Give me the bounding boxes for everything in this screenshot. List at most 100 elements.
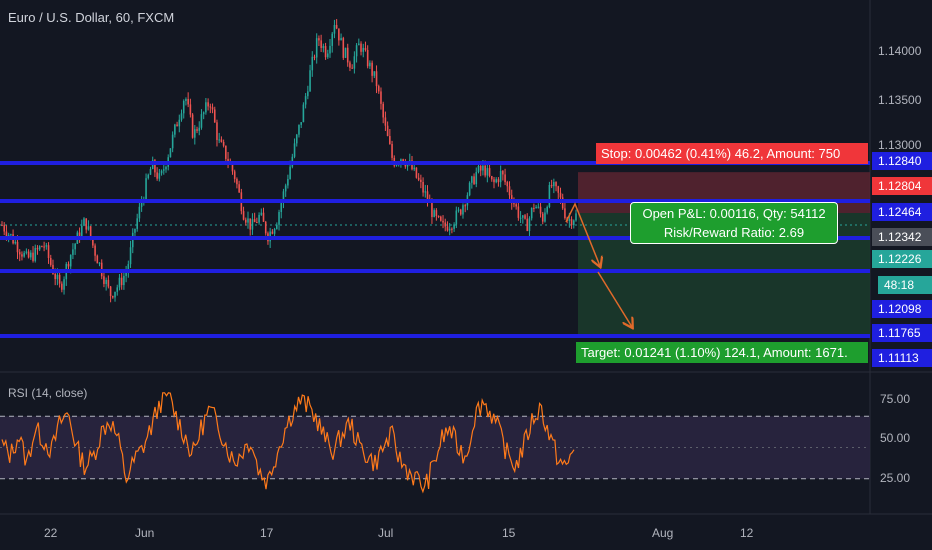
candle-body bbox=[5, 231, 8, 237]
arrow-down-1 bbox=[565, 202, 600, 266]
candle-body bbox=[276, 224, 278, 229]
candle-body bbox=[236, 178, 238, 185]
candle-body bbox=[479, 165, 482, 171]
candle-body bbox=[486, 168, 489, 176]
candle-body bbox=[103, 276, 105, 284]
rsi-tick-label: 50.00 bbox=[880, 431, 911, 445]
candle-body bbox=[575, 213, 577, 221]
candle-body bbox=[326, 53, 329, 58]
candle-body bbox=[83, 218, 85, 226]
candle-body bbox=[36, 247, 39, 250]
candle-body bbox=[346, 47, 349, 63]
candle-body bbox=[386, 125, 389, 137]
candle-body bbox=[530, 207, 533, 219]
candle-body bbox=[129, 247, 132, 265]
candle-body bbox=[502, 170, 504, 175]
candle-body bbox=[98, 262, 101, 264]
candle-body bbox=[43, 246, 45, 248]
candle-body bbox=[572, 220, 575, 226]
price-tick-label: 1.14000 bbox=[878, 44, 922, 58]
candle-body bbox=[389, 136, 391, 144]
candle-body bbox=[358, 43, 360, 46]
candle-body bbox=[318, 38, 320, 41]
candle-body bbox=[114, 291, 116, 298]
candle-body bbox=[202, 112, 205, 115]
candle-body bbox=[517, 206, 520, 218]
candle-body bbox=[298, 124, 300, 135]
target-label[interactable]: Target: 0.01241 (1.10%) 124.1, Amount: 1… bbox=[576, 342, 868, 363]
candle-body bbox=[225, 145, 227, 159]
candle-body bbox=[191, 114, 194, 138]
candle-body bbox=[431, 202, 433, 217]
candle-body bbox=[194, 129, 196, 138]
candle-body bbox=[145, 178, 147, 200]
candle-body bbox=[309, 70, 311, 92]
candle-body bbox=[437, 215, 440, 217]
risk-reward-line: Risk/Reward Ratio: 2.69 bbox=[663, 225, 805, 240]
candle-body bbox=[149, 169, 152, 175]
candle-body bbox=[555, 182, 557, 187]
price-tag-countdown: 48:18 bbox=[878, 276, 932, 294]
candle-body bbox=[333, 24, 336, 34]
candle-body bbox=[176, 124, 178, 127]
candle-body bbox=[3, 225, 6, 232]
price-tick-label: 1.13500 bbox=[878, 93, 922, 107]
pnl-line: Open P&L: 0.00116, Qty: 54112 bbox=[642, 206, 826, 221]
time-tick-label: 15 bbox=[502, 526, 516, 540]
candle-body bbox=[471, 176, 473, 183]
candle-body bbox=[557, 186, 560, 193]
symbol-title[interactable]: Euro / U.S. Dollar, 60, FXCM bbox=[8, 10, 175, 25]
candle-body bbox=[10, 234, 12, 236]
candle-body bbox=[109, 286, 112, 297]
candle-body bbox=[136, 218, 138, 229]
candle-body bbox=[457, 209, 460, 211]
candle-body bbox=[426, 191, 429, 202]
candle-body bbox=[18, 252, 21, 255]
candle-body bbox=[451, 228, 453, 230]
candle-body bbox=[420, 179, 422, 183]
candle-body bbox=[96, 255, 99, 264]
candle-body bbox=[568, 219, 571, 221]
candle-body bbox=[522, 215, 524, 218]
rsi-tick-label: 75.00 bbox=[880, 392, 911, 406]
candle-body bbox=[209, 106, 212, 108]
candle-body bbox=[25, 251, 28, 253]
candle-body bbox=[344, 47, 347, 58]
stop-label[interactable]: Stop: 0.00462 (0.41%) 46.2, Amount: 750 bbox=[596, 143, 868, 164]
candle-body bbox=[165, 166, 167, 170]
time-tick-label: 22 bbox=[44, 526, 58, 540]
candle-body bbox=[537, 206, 540, 208]
candle-body bbox=[174, 124, 176, 135]
candle-body bbox=[324, 46, 327, 58]
candle-body bbox=[198, 127, 201, 131]
open-pnl-box[interactable]: Open P&L: 0.00116, Qty: 54112 Risk/Rewar… bbox=[630, 202, 838, 244]
candle-body bbox=[528, 218, 531, 231]
candle-body bbox=[338, 28, 340, 41]
candle-body bbox=[251, 219, 254, 230]
candle-body bbox=[433, 210, 435, 217]
candle-body bbox=[544, 212, 546, 222]
candle-body bbox=[120, 277, 123, 286]
candle-body bbox=[289, 166, 291, 180]
candle-body bbox=[54, 273, 56, 280]
candle-body bbox=[360, 43, 362, 52]
candle-body bbox=[180, 113, 183, 120]
candle-body bbox=[32, 252, 34, 261]
candle-body bbox=[89, 226, 92, 239]
candle-body bbox=[482, 165, 484, 171]
candle-body bbox=[422, 182, 424, 193]
candle-body bbox=[30, 252, 32, 258]
candle-body bbox=[366, 50, 369, 67]
candle-body bbox=[189, 104, 192, 115]
rsi-indicator-title[interactable]: RSI (14, close) bbox=[8, 386, 88, 400]
candle-body bbox=[182, 101, 185, 114]
candle-body bbox=[242, 211, 245, 220]
candle-body bbox=[253, 219, 256, 223]
candle-body bbox=[38, 246, 41, 250]
candle-body bbox=[74, 243, 76, 250]
candle-body bbox=[490, 176, 493, 180]
candle-body bbox=[462, 205, 464, 215]
candle-body bbox=[125, 272, 127, 276]
candle-body bbox=[134, 228, 136, 233]
